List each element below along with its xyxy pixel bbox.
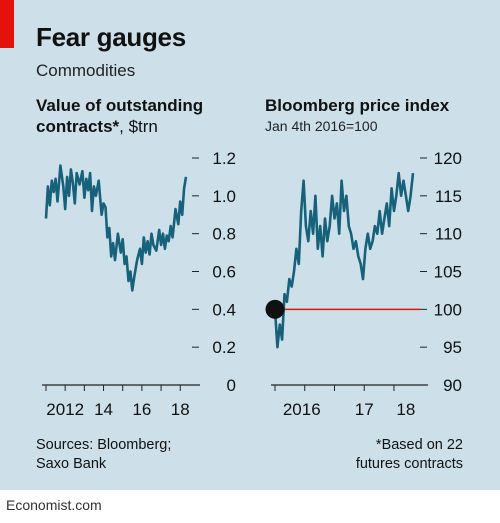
left-chart-title: Value of outstanding contracts*, $trn [36, 95, 246, 137]
right-x-tick-label: 17 [355, 400, 374, 419]
left-chart-title-text: Value of outstanding contracts* [36, 96, 204, 136]
left-chart-unit: , $trn [119, 117, 158, 136]
right-y-tick-label: 120 [434, 149, 462, 168]
sources-note: Sources: Bloomberg; Saxo Bank [36, 436, 171, 474]
right-series-line [273, 171, 415, 349]
page-subtitle: Commodities [36, 61, 136, 80]
left-y-tick-label: 1.2 [212, 149, 236, 168]
left-x-tick-label: 2012 [46, 400, 84, 419]
left-y-tick-label: 0.2 [212, 338, 236, 357]
right-chart-subtitle: Jan 4th 2016=100 [265, 118, 378, 134]
footnote-line-2: futures contracts [355, 456, 463, 472]
right-y-tick-label: 115 [435, 187, 462, 206]
left-y-tick-label: 0.6 [212, 263, 236, 282]
brand-red-tag [0, 0, 14, 48]
right-chart: 2016 17 18 120 115 110 105 100 95 90 [265, 149, 462, 419]
left-y-tick-label: 1.0 [212, 187, 236, 206]
left-series-line [44, 164, 188, 292]
left-y-tick-label: 0.8 [212, 225, 236, 244]
right-x-tick-label: 18 [396, 400, 415, 419]
right-x-tick-label: 2016 [283, 400, 321, 419]
page-title: Fear gauges [36, 22, 186, 52]
charts-svg: 2012 14 16 18 1.2 1.0 0.8 0.6 0.4 0.2 0 2016 17 18 12… [42, 149, 462, 419]
footnote-line-1: *Based on 22 [375, 437, 463, 453]
left-x-tick-label: 16 [132, 400, 151, 419]
right-y-tick-label: 100 [434, 300, 462, 319]
right-chart-title: Bloomberg price index [265, 96, 450, 115]
right-y-tick-label: 95 [443, 338, 462, 357]
footnote: *Based on 22 futures contracts [356, 436, 463, 474]
right-y-tick-label: 110 [435, 225, 462, 244]
left-y-tick-label: 0 [227, 376, 236, 395]
left-chart: 2012 14 16 18 1.2 1.0 0.8 0.6 0.4 0.2 0 [42, 149, 236, 419]
right-y-tick-label: 90 [443, 376, 462, 395]
sources-line-1: Sources: Bloomberg; [36, 437, 172, 453]
sources-line-2: Saxo Bank [36, 456, 107, 472]
left-y-tick-label: 0.4 [212, 300, 236, 319]
left-x-tick-label: 18 [171, 400, 190, 419]
right-baseline-marker [265, 299, 285, 319]
chart-panel: Fear gauges Commodities Value of outstan… [0, 0, 500, 490]
left-x-tick-label: 14 [94, 400, 113, 419]
brand-credit: Economist.com [6, 497, 102, 513]
right-y-tick-label: 105 [434, 263, 462, 282]
